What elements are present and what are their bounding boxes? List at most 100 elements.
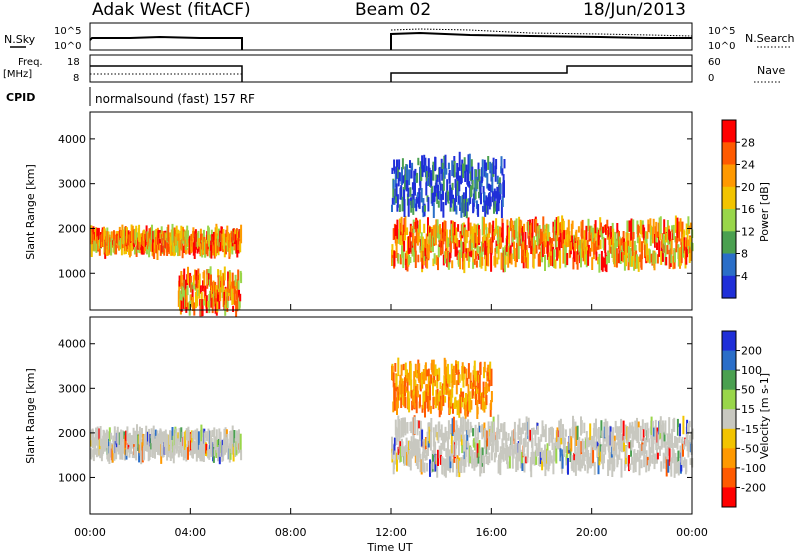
- echo-mark: [683, 237, 686, 254]
- echo-mark: [611, 244, 614, 258]
- velocity-y-ticks: 4000 3000 2000 1000: [58, 338, 692, 484]
- echo-mark: [613, 458, 616, 470]
- echo-mark: [477, 452, 480, 464]
- echo-mark: [391, 204, 393, 212]
- echo-mark: [440, 424, 443, 441]
- echo-mark: [507, 433, 510, 441]
- echo-mark: [484, 254, 487, 272]
- echo-mark: [587, 218, 590, 232]
- echo-mark: [682, 443, 684, 457]
- echo-mark: [451, 182, 454, 190]
- echo-mark: [581, 219, 584, 239]
- echo-mark: [179, 239, 181, 249]
- echo-mark: [460, 202, 463, 218]
- nave-tick-top: 60: [708, 57, 721, 68]
- echo-mark: [485, 195, 488, 208]
- echo-mark: [419, 420, 422, 431]
- echo-mark: [542, 426, 545, 438]
- echo-mark: [435, 389, 438, 406]
- echo-mark: [571, 220, 574, 229]
- echo-mark: [441, 162, 444, 170]
- echo-mark: [434, 424, 437, 438]
- echo-mark: [103, 228, 106, 243]
- echo-mark: [427, 177, 429, 186]
- echo-mark: [633, 449, 636, 464]
- echo-mark: [465, 164, 468, 172]
- echo-mark: [478, 392, 481, 404]
- echo-mark: [503, 159, 506, 169]
- echo-mark: [394, 363, 397, 372]
- nsky-trace-1: [89, 35, 243, 50]
- echo-mark: [394, 171, 397, 188]
- echo-mark: [408, 398, 411, 413]
- echo-mark: [482, 186, 485, 194]
- echo-mark: [158, 447, 161, 456]
- echo-mark: [450, 189, 453, 199]
- echo-mark: [674, 436, 676, 448]
- echo-mark: [437, 449, 439, 466]
- freq-tick-bottom: 8: [73, 73, 79, 84]
- echo-mark: [435, 454, 438, 461]
- echo-mark: [554, 259, 557, 269]
- echo-mark: [494, 165, 497, 182]
- echo-mark: [232, 443, 235, 462]
- echo-mark: [459, 460, 462, 473]
- echo-mark: [430, 374, 433, 384]
- echo-mark: [393, 437, 396, 446]
- echo-mark: [552, 226, 555, 242]
- echo-mark: [180, 225, 183, 243]
- echo-mark: [437, 392, 440, 411]
- echo-mark: [681, 438, 684, 449]
- echo-mark: [98, 428, 101, 440]
- colorbar-segment: [722, 428, 736, 449]
- echo-mark: [395, 183, 398, 197]
- echo-mark: [207, 447, 210, 459]
- echo-mark: [538, 225, 541, 245]
- echo-mark: [417, 439, 420, 451]
- echo-mark: [461, 362, 464, 380]
- echo-mark: [465, 368, 468, 387]
- echo-mark: [451, 160, 454, 177]
- echo-mark: [471, 179, 474, 190]
- echo-mark: [439, 183, 442, 191]
- echo-mark: [583, 422, 586, 434]
- echo-mark: [444, 154, 447, 169]
- x-tick-label: 00:00: [74, 526, 106, 539]
- colorbar-frame: [721, 330, 737, 508]
- echo-mark: [679, 218, 682, 232]
- power-panel: 4000 3000 2000 1000 Slant Range [km]: [24, 111, 694, 318]
- echo-mark: [119, 433, 122, 454]
- echo-mark: [632, 232, 635, 240]
- echo-mark: [215, 437, 217, 453]
- echo-mark: [178, 445, 181, 456]
- echo-mark: [404, 377, 406, 397]
- echo-mark: [437, 424, 440, 444]
- echo-mark: [159, 429, 162, 437]
- echo-mark: [470, 400, 473, 410]
- echo-mark: [610, 431, 613, 447]
- echo-mark: [576, 425, 579, 440]
- echo-mark: [508, 227, 511, 245]
- echo-mark: [454, 444, 457, 457]
- power-y-axis-label: Slant Range [km]: [24, 164, 37, 260]
- echo-mark: [202, 443, 205, 462]
- echo-mark: [559, 418, 562, 438]
- freq-trace-2: [390, 65, 692, 82]
- echo-mark: [540, 447, 543, 458]
- echo-mark: [474, 377, 477, 390]
- echo-mark: [439, 382, 442, 390]
- echo-mark: [671, 428, 674, 446]
- echo-mark: [667, 459, 670, 473]
- echo-mark: [669, 231, 671, 244]
- echo-mark: [552, 459, 555, 475]
- echo-mark: [407, 187, 410, 198]
- echo-mark: [449, 456, 452, 469]
- echo-mark: [421, 236, 424, 253]
- echo-mark: [234, 280, 237, 294]
- echo-mark: [473, 360, 476, 381]
- echo-mark: [210, 241, 213, 259]
- velocity-panel-frame: [89, 316, 693, 515]
- echo-mark: [447, 191, 450, 204]
- echo-mark: [573, 452, 576, 461]
- echo-mark: [634, 456, 637, 473]
